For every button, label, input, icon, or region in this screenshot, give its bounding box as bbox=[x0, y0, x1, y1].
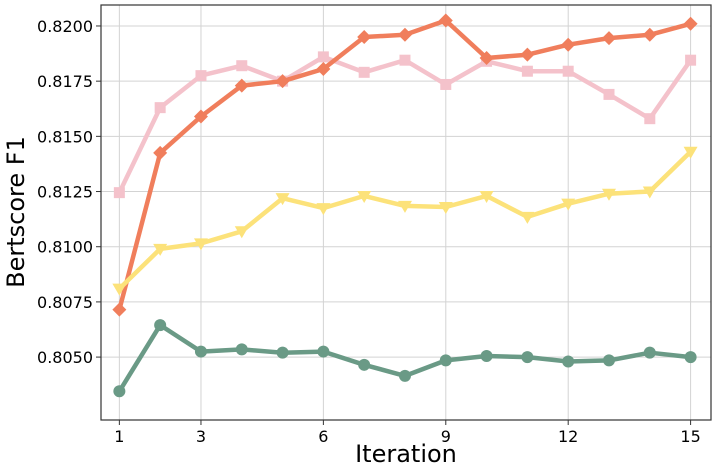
data-point-diamond bbox=[479, 50, 494, 65]
data-point-circle bbox=[154, 319, 167, 332]
series-1-diamond bbox=[112, 13, 698, 317]
data-point-square bbox=[317, 51, 329, 63]
x-axis-label: Iteration bbox=[355, 440, 457, 466]
data-point-triangle-down bbox=[479, 190, 494, 203]
data-point-square bbox=[358, 66, 370, 78]
data-point-circle bbox=[113, 385, 126, 398]
data-point-triangle-down bbox=[683, 146, 698, 159]
data-point-diamond bbox=[397, 27, 412, 42]
y-tick-label: 0.8100 bbox=[37, 238, 93, 257]
data-point-circle bbox=[194, 345, 207, 358]
y-tick-label: 0.8050 bbox=[37, 348, 93, 367]
data-point-circle bbox=[602, 354, 615, 367]
data-point-square bbox=[603, 88, 615, 100]
x-tick-label: 1 bbox=[114, 427, 124, 446]
data-point-triangle-down bbox=[642, 186, 657, 199]
x-tick-label: 6 bbox=[318, 427, 328, 446]
data-point-circle bbox=[643, 346, 656, 359]
data-point-triangle-down bbox=[561, 198, 576, 211]
data-point-triangle-down bbox=[234, 226, 249, 239]
data-point-triangle-down bbox=[397, 200, 412, 213]
data-point-diamond bbox=[275, 74, 290, 89]
data-point-square bbox=[562, 65, 574, 77]
data-point-diamond bbox=[561, 37, 576, 52]
data-point-circle bbox=[562, 355, 575, 368]
data-point-square bbox=[113, 187, 125, 199]
plot-frame bbox=[100, 4, 712, 421]
x-tick-label: 3 bbox=[196, 427, 206, 446]
data-point-circle bbox=[439, 354, 452, 367]
y-axis-ticks: 0.8050 0.8075 0.8100 0.8125 0.8150 0.8175 0.82… bbox=[37, 17, 101, 367]
data-point-square bbox=[644, 113, 656, 125]
data-point-square bbox=[154, 102, 166, 114]
data-point-square bbox=[399, 54, 411, 66]
data-point-circle bbox=[480, 349, 493, 362]
y-tick-label: 0.8150 bbox=[37, 127, 93, 146]
series-line bbox=[117, 149, 693, 291]
data-point-circle bbox=[276, 346, 289, 359]
data-point-triangle-down bbox=[112, 283, 127, 296]
series-group bbox=[112, 13, 698, 398]
data-point-circle bbox=[317, 345, 330, 358]
y-tick-label: 0.8125 bbox=[37, 183, 93, 202]
data-point-circle bbox=[398, 369, 411, 382]
series-2-triangle-down bbox=[112, 146, 698, 296]
data-point-diamond bbox=[683, 16, 698, 31]
y-axis-label: Bertscore F1 bbox=[2, 136, 30, 288]
y-tick-label: 0.8175 bbox=[37, 72, 93, 91]
data-point-diamond bbox=[642, 27, 657, 42]
data-point-triangle-down bbox=[193, 238, 208, 251]
data-point-diamond bbox=[316, 62, 331, 77]
data-point-circle bbox=[235, 343, 248, 356]
data-point-triangle-down bbox=[153, 243, 168, 256]
data-point-triangle-down bbox=[601, 188, 616, 201]
x-tick-label: 15 bbox=[680, 427, 700, 446]
data-point-triangle-down bbox=[357, 190, 372, 203]
data-point-diamond bbox=[520, 47, 535, 62]
data-point-circle bbox=[358, 358, 371, 371]
data-point-diamond bbox=[112, 302, 127, 317]
data-point-square bbox=[521, 65, 533, 77]
data-point-triangle-down bbox=[275, 193, 290, 206]
data-point-triangle-down bbox=[520, 211, 535, 224]
x-tick-label: 12 bbox=[558, 427, 578, 446]
data-point-square bbox=[440, 78, 452, 90]
data-point-diamond bbox=[357, 30, 372, 45]
data-point-diamond bbox=[234, 78, 249, 93]
x-axis-ticks: 1 3 6 9 12 15 bbox=[114, 420, 701, 446]
x-tick-label: 9 bbox=[441, 427, 451, 446]
series-3-circle bbox=[113, 319, 697, 398]
y-tick-label: 0.8200 bbox=[37, 17, 93, 36]
data-point-triangle-down bbox=[438, 201, 453, 214]
data-point-circle bbox=[521, 351, 534, 364]
data-point-square bbox=[685, 54, 697, 66]
data-point-diamond bbox=[438, 13, 453, 28]
data-point-square bbox=[236, 60, 248, 72]
data-point-circle bbox=[684, 351, 697, 364]
data-point-diamond bbox=[193, 109, 208, 124]
data-point-triangle-down bbox=[316, 203, 331, 216]
data-point-diamond bbox=[153, 145, 168, 160]
data-point-square bbox=[195, 70, 207, 82]
y-tick-label: 0.8075 bbox=[37, 293, 93, 312]
data-point-diamond bbox=[601, 31, 616, 46]
